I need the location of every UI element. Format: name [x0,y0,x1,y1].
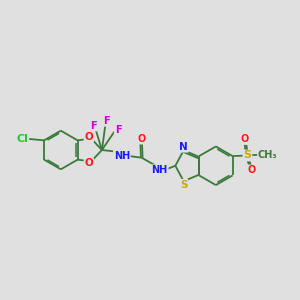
Text: S: S [244,151,251,160]
Text: F: F [103,116,110,126]
Text: O: O [138,134,146,144]
Text: NH: NH [114,151,130,160]
Text: CH₃: CH₃ [258,151,278,160]
Text: N: N [179,142,188,152]
Text: O: O [85,158,93,168]
Text: Cl: Cl [16,134,28,144]
Text: S: S [180,180,188,190]
Text: O: O [248,165,256,176]
Text: F: F [115,125,121,135]
Text: O: O [240,134,248,144]
Text: NH: NH [152,165,168,175]
Text: F: F [91,121,97,130]
Text: O: O [85,132,93,142]
